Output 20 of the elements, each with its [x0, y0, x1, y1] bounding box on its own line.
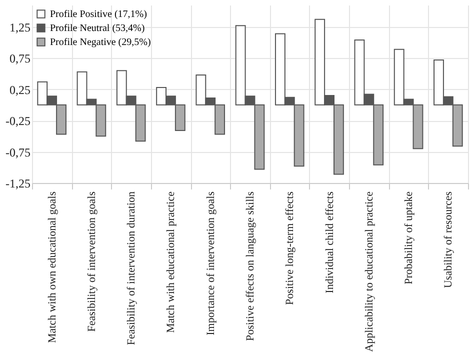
legend-label: Profile Positive (17,1%)	[50, 9, 147, 20]
x-tick-label: Usability of resources	[442, 192, 455, 288]
x-tick-label: Feasibility of intervention duration	[126, 191, 138, 346]
legend-label: Profile Negative (29,5%)	[50, 37, 151, 48]
y-tick-label: 0,25	[10, 82, 30, 97]
y-tick-label: -0,75	[6, 145, 30, 160]
y-tick-label: 1,25	[10, 20, 30, 34]
x-tick-label: Match with own educational goals	[46, 192, 58, 344]
x-tick-label: Individual child effects	[324, 192, 336, 294]
y-tick-label: 0,75	[10, 52, 30, 66]
x-tick-label: Importance of intervention goals	[204, 192, 217, 336]
x-tick-label: Applicability to educational practice	[363, 191, 376, 352]
legend-label: Profile Neutral (53,4%)	[50, 23, 145, 34]
x-tick-label: Positive effects on language skills	[244, 192, 256, 341]
x-tick-label: Feasibility of intervention goals	[86, 192, 98, 332]
x-tick-label: Match with educational practice	[165, 191, 178, 333]
y-tick-label: -1,25	[6, 176, 30, 190]
x-tick-label: Positive long-term effects	[284, 192, 296, 305]
x-tick-label: Probability of uptake	[403, 191, 416, 284]
y-tick-label: -0,25	[6, 114, 30, 128]
